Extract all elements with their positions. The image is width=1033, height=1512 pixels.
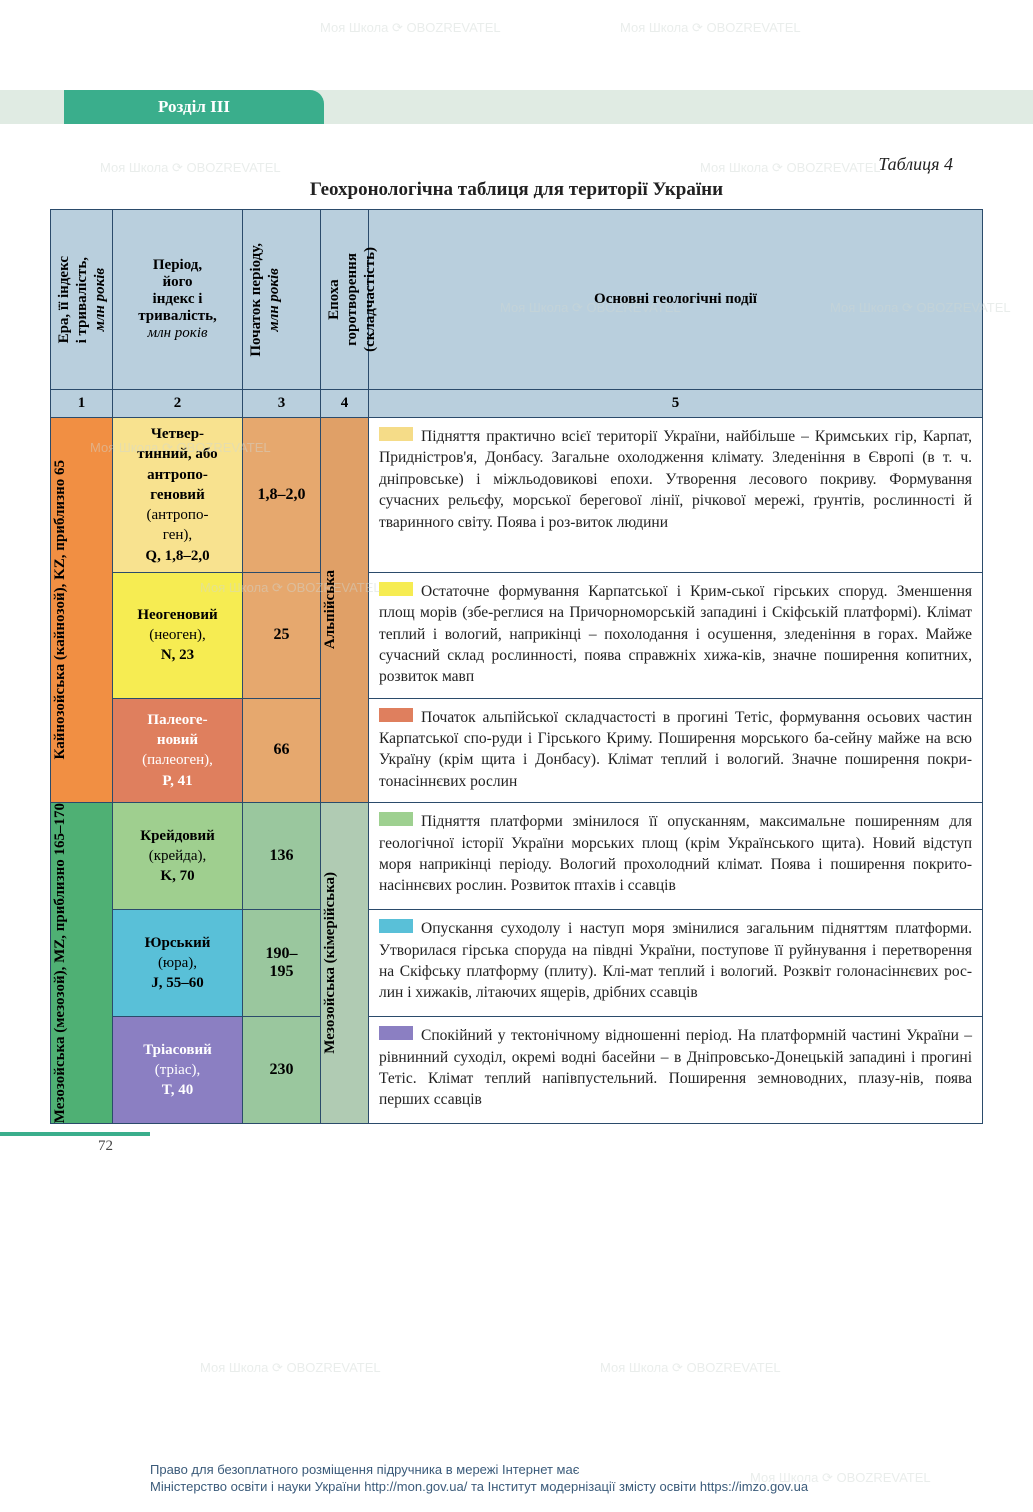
epoch-cell-alpine: Альпійська bbox=[321, 418, 369, 803]
epoch-cell-mesozoic: Мезозойська (кімерійська) bbox=[321, 803, 369, 1124]
col-num: 2 bbox=[113, 390, 243, 418]
table-header-row: Ера, її індекс і тривалість, млн років П… bbox=[51, 210, 983, 390]
page-number-block: 72 bbox=[0, 1132, 150, 1155]
swatch-icon bbox=[379, 708, 413, 722]
swatch-icon bbox=[379, 582, 413, 596]
table-row: Тріасовий (тріас), T, 40 230 Спокійний у… bbox=[51, 1017, 983, 1124]
col-header-events: Основні геологічні події bbox=[369, 210, 983, 390]
start-cell: 1,8–2,0 bbox=[243, 418, 321, 573]
watermark: Моя Школа ⟳ OBOZREVATEL bbox=[600, 1360, 781, 1376]
period-cell-j: Юрський (юра), J, 55–60 bbox=[113, 910, 243, 1017]
col-header-period: Період, його індекс і тривалість, млн ро… bbox=[113, 210, 243, 390]
start-cell: 230 bbox=[243, 1017, 321, 1124]
swatch-icon bbox=[379, 812, 413, 826]
watermark: Моя Школа ⟳ OBOZREVATEL bbox=[320, 20, 501, 36]
events-cell: Підняття практично всієї території Украї… bbox=[369, 418, 983, 573]
events-cell: Опускання суходолу і наступ моря змінили… bbox=[369, 910, 983, 1017]
table-number-row: 1 2 3 4 5 bbox=[51, 390, 983, 418]
start-cell: 136 bbox=[243, 803, 321, 910]
events-cell: Початок альпійської складчастості в прог… bbox=[369, 698, 983, 803]
events-cell: Остаточне формування Карпатської і Крим-… bbox=[369, 572, 983, 698]
period-cell-n: Неогеновий (неоген), N, 23 bbox=[113, 572, 243, 698]
swatch-icon bbox=[379, 919, 413, 933]
geochronology-table: Ера, її індекс і тривалість, млн років П… bbox=[50, 209, 983, 1124]
watermark: Моя Школа ⟳ OBOZREVATEL bbox=[620, 20, 801, 36]
period-cell-t: Тріасовий (тріас), T, 40 bbox=[113, 1017, 243, 1124]
era-cell-kz: Кайнозойська (кайнозой), KZ, приблизно 6… bbox=[51, 418, 113, 803]
period-cell-k: Крейдовий (крейда), K, 70 bbox=[113, 803, 243, 910]
start-cell: 190– 195 bbox=[243, 910, 321, 1017]
section-tab: Розділ III bbox=[64, 90, 324, 124]
section-header-bar: Розділ III bbox=[0, 90, 1033, 124]
table-title: Геохронологічна таблиця для території Ук… bbox=[50, 179, 983, 201]
col-num: 4 bbox=[321, 390, 369, 418]
col-header-epoch: Епоха горотворення (складчастість) bbox=[321, 210, 369, 390]
table-row: Неогеновий (неоген), N, 23 25 Остаточне … bbox=[51, 572, 983, 698]
table-number-label: Таблиця 4 bbox=[50, 154, 953, 175]
period-cell-p: Палеоге- новий (палеоген), P, 41 bbox=[113, 698, 243, 803]
table-row: Палеоге- новий (палеоген), P, 41 66 Поча… bbox=[51, 698, 983, 803]
events-cell: Підняття платформи змінилося її опусканн… bbox=[369, 803, 983, 910]
start-cell: 25 bbox=[243, 572, 321, 698]
watermark: Моя Школа ⟳ OBOZREVATEL bbox=[200, 1360, 381, 1376]
period-plain: (антропо- ген), bbox=[147, 507, 209, 543]
copyright-footer: Право для безоплатного розміщення підруч… bbox=[150, 1461, 983, 1496]
textbook-page: Моя Школа ⟳ OBOZREVATEL Моя Школа ⟳ OBOZ… bbox=[0, 0, 1033, 1512]
period-cell-q: Четвер- тинний, або антропо- геновий (ан… bbox=[113, 418, 243, 573]
table-row: Мезозойська (мезозой), MZ, приблизно 165… bbox=[51, 803, 983, 910]
col-header-era: Ера, її індекс і тривалість, млн років bbox=[51, 210, 113, 390]
table-row: Юрський (юра), J, 55–60 190– 195 Опускан… bbox=[51, 910, 983, 1017]
page-number: 72 bbox=[0, 1136, 150, 1155]
swatch-icon bbox=[379, 1026, 413, 1040]
events-cell: Спокійний у тектонічному відношенні пері… bbox=[369, 1017, 983, 1124]
era-cell-mz: Мезозойська (мезозой), MZ, приблизно 165… bbox=[51, 803, 113, 1124]
swatch-icon bbox=[379, 427, 413, 441]
col-num: 5 bbox=[369, 390, 983, 418]
start-cell: 66 bbox=[243, 698, 321, 803]
table-row: Кайнозойська (кайнозой), KZ, приблизно 6… bbox=[51, 418, 983, 573]
col-header-start: Початок періоду, млн років bbox=[243, 210, 321, 390]
col-num: 3 bbox=[243, 390, 321, 418]
col-num: 1 bbox=[51, 390, 113, 418]
